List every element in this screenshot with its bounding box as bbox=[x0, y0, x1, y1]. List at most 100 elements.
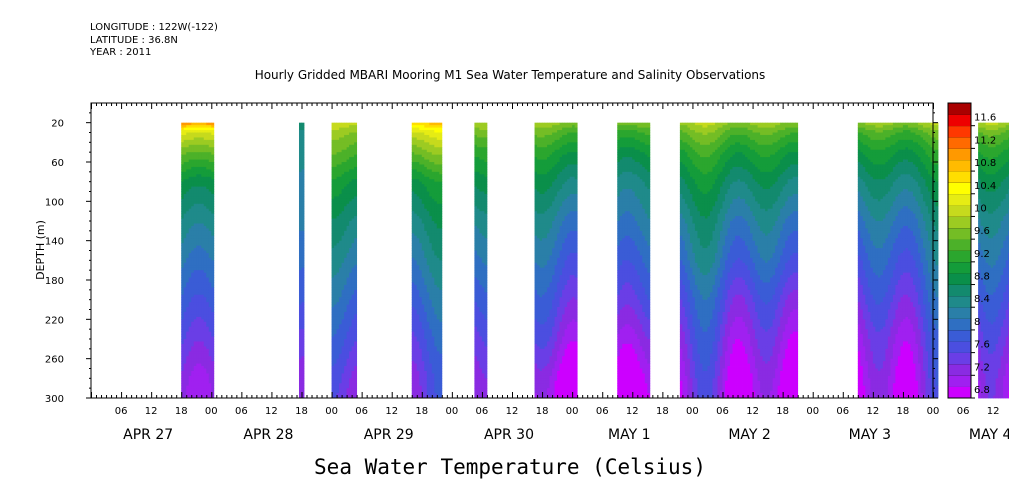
contour-cell bbox=[181, 130, 185, 133]
year-label: YEAR : 2011 bbox=[90, 47, 218, 60]
contour-cell bbox=[411, 277, 415, 281]
contour-cell bbox=[436, 162, 440, 165]
contour-cell bbox=[336, 223, 340, 227]
contour-cell bbox=[191, 127, 195, 131]
contour-cell bbox=[474, 336, 478, 340]
contour-cell bbox=[336, 321, 340, 325]
contour-cell bbox=[474, 331, 478, 335]
contour-cell bbox=[193, 351, 197, 355]
contour-cell bbox=[203, 184, 207, 187]
contour-cell bbox=[354, 144, 358, 148]
contour-cell bbox=[431, 395, 435, 399]
contour-cell bbox=[479, 171, 483, 175]
contour-cell bbox=[411, 292, 415, 296]
contour-cell bbox=[346, 221, 350, 224]
contour-cell bbox=[436, 302, 440, 305]
contour-cell bbox=[429, 341, 433, 345]
contour-cell bbox=[298, 270, 302, 274]
contour-cell bbox=[339, 380, 342, 384]
contour-cell bbox=[341, 282, 345, 286]
contour-cell bbox=[474, 257, 478, 261]
contour-cell bbox=[211, 201, 215, 205]
contour-cell bbox=[211, 270, 215, 274]
contour-cell bbox=[537, 275, 540, 278]
contour-cell bbox=[301, 326, 305, 330]
contour-cell bbox=[476, 314, 480, 318]
contour-cell bbox=[431, 125, 435, 128]
contour-cell bbox=[203, 361, 207, 364]
contour-cell bbox=[419, 378, 423, 382]
contour-cell bbox=[298, 294, 302, 298]
contour-cell bbox=[301, 255, 305, 259]
contour-cell bbox=[484, 206, 488, 210]
contour-cell bbox=[346, 304, 350, 308]
contour-cell bbox=[191, 206, 195, 210]
contour-cell bbox=[424, 196, 428, 200]
contour-cell bbox=[534, 154, 538, 158]
contour-cell bbox=[421, 142, 425, 146]
contour-cell bbox=[181, 339, 185, 342]
contour-cell bbox=[426, 385, 430, 389]
contour-cell bbox=[181, 139, 185, 143]
contour-cell bbox=[349, 144, 353, 148]
contour-cell bbox=[339, 339, 342, 342]
contour-cell bbox=[431, 309, 435, 313]
contour-cell bbox=[201, 257, 205, 261]
contour-cell bbox=[416, 358, 420, 362]
contour-cell bbox=[416, 378, 420, 382]
contour-cell bbox=[183, 289, 187, 293]
contour-cell bbox=[301, 179, 305, 183]
contour-cell bbox=[439, 321, 443, 325]
contour-cell bbox=[479, 164, 483, 168]
contour-cell bbox=[298, 186, 302, 190]
contour-cell bbox=[476, 218, 480, 222]
contour-cell bbox=[301, 262, 305, 266]
contour-cell bbox=[474, 346, 478, 350]
contour-cell bbox=[339, 255, 342, 259]
contour-cell bbox=[479, 243, 483, 246]
contour-cell bbox=[201, 380, 205, 384]
contour-cell bbox=[429, 356, 433, 360]
contour-cell bbox=[534, 250, 538, 254]
contour-cell bbox=[186, 164, 190, 168]
contour-cell bbox=[301, 206, 305, 210]
contour-cell bbox=[344, 304, 348, 308]
contour-cell bbox=[474, 314, 478, 318]
contour-cell bbox=[414, 316, 418, 320]
contour-cell bbox=[211, 319, 215, 323]
contour-cell bbox=[354, 198, 358, 202]
contour-cell bbox=[479, 321, 483, 325]
contour-cell bbox=[336, 289, 340, 293]
contour-cell bbox=[186, 223, 190, 227]
observation-block bbox=[181, 122, 215, 399]
contour-cell bbox=[191, 277, 195, 281]
contour-cell bbox=[198, 378, 202, 382]
contour-cell bbox=[414, 311, 418, 315]
contour-cell bbox=[336, 211, 340, 215]
contour-cell bbox=[203, 208, 207, 212]
contour-cell bbox=[339, 166, 342, 170]
contour-cell bbox=[436, 216, 440, 219]
contour-cell bbox=[434, 270, 438, 274]
contour-cell bbox=[341, 243, 345, 246]
contour-cell bbox=[537, 216, 540, 219]
contour-cell bbox=[351, 154, 355, 158]
contour-cell bbox=[203, 297, 207, 301]
contour-cell bbox=[424, 152, 428, 156]
contour-cell bbox=[336, 393, 340, 396]
contour-cell bbox=[203, 284, 207, 288]
contour-cell bbox=[484, 208, 488, 212]
contour-cell bbox=[186, 346, 190, 350]
contour-cell bbox=[188, 341, 192, 345]
contour-cell bbox=[211, 390, 215, 394]
contour-cell bbox=[439, 270, 443, 274]
contour-cell bbox=[196, 329, 200, 333]
contour-cell bbox=[429, 304, 433, 308]
contour-cell bbox=[434, 280, 438, 283]
contour-cell bbox=[424, 341, 428, 345]
contour-cell bbox=[349, 319, 353, 323]
contour-cell bbox=[334, 343, 337, 347]
contour-cell bbox=[336, 287, 340, 291]
contour-cell bbox=[534, 174, 538, 178]
contour-cell bbox=[436, 218, 440, 222]
